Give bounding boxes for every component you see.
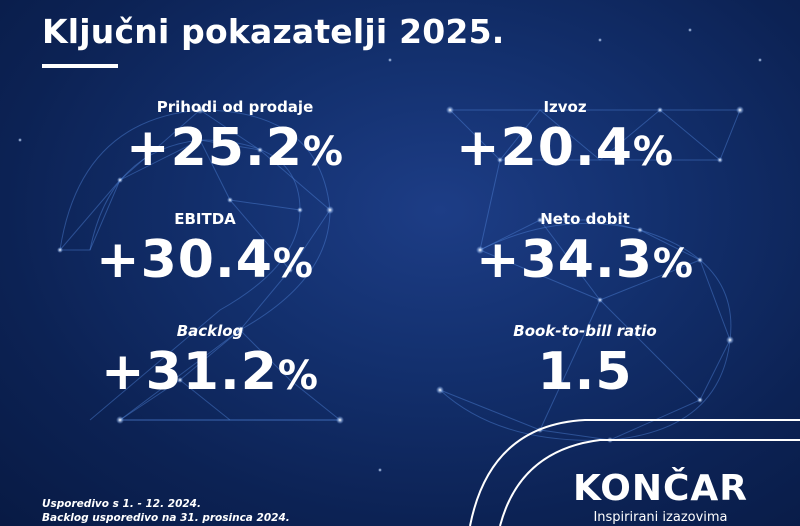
metric-value: +34.3%	[476, 230, 694, 290]
footnote-line-1: Usporedivo s 1. - 12. 2024.	[42, 498, 201, 510]
footnotes: Usporedivo s 1. - 12. 2024. Backlog uspo…	[42, 497, 290, 525]
metric-export: Izvoz +20.4%	[400, 98, 730, 180]
metric-value: +20.4%	[456, 118, 674, 178]
metric-ebitda: EBITDA +30.4%	[40, 210, 370, 292]
metric-value: +25.2%	[126, 118, 344, 178]
metric-book-to-bill: Book-to-bill ratio 1.5	[420, 322, 750, 404]
network-nodes	[18, 28, 762, 472]
metric-value: +30.4%	[96, 230, 314, 290]
title-underline	[42, 64, 118, 68]
brand-corner-arcs	[469, 419, 800, 526]
metric-label: EBITDA	[174, 210, 236, 228]
metric-label: Book-to-bill ratio	[513, 322, 657, 340]
brand-logo: KONČAR Inspirirani izazovima	[553, 470, 768, 526]
metric-sales-revenue: Prihodi od prodaje +25.2%	[70, 98, 400, 180]
metric-value: +31.2%	[101, 342, 319, 402]
metric-label: Prihodi od prodaje	[156, 98, 314, 116]
metric-net-profit: Neto dobit +34.3%	[420, 210, 750, 292]
metric-backlog: Backlog +31.2%	[45, 322, 375, 404]
metric-label: Izvoz	[543, 98, 587, 116]
metric-label: Backlog	[176, 322, 244, 340]
brand-name: KONČAR	[572, 468, 748, 509]
footnote-line-2: Backlog usporedivo na 31. prosinca 2024.	[42, 512, 290, 524]
metric-value: 1.5	[537, 342, 633, 402]
page-title: Ključni pokazatelji 2025.	[42, 12, 505, 51]
brand-tagline: Inspirirani izazovima	[593, 510, 728, 525]
metric-label: Neto dobit	[540, 210, 630, 228]
